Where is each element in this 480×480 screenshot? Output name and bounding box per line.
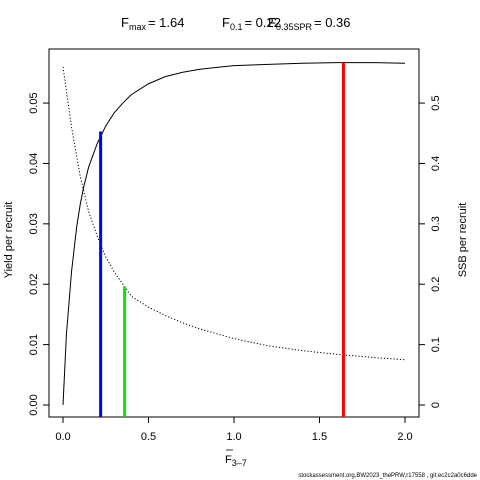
y-left-tick-label: 0.00 (28, 394, 40, 415)
x-axis-label: F3–7 (225, 449, 247, 468)
ssb-per-recruit-curve (62, 66, 406, 361)
title-fspr-sub: 0.35SPR (276, 22, 313, 32)
ylabel-left: Yield per recruit (3, 202, 15, 279)
title-fmax-value: = 1.64 (148, 15, 185, 30)
y-right-tick-label: 0.5 (430, 95, 442, 110)
y-right-tick-label: 0.1 (430, 337, 442, 352)
x-axis: 0.0 0.5 1.0 1.5 2.0 (55, 417, 413, 443)
y-left-tick-label: 0.02 (28, 274, 40, 295)
reference-lines-layer (99, 62, 345, 417)
title-f01-value: = 0.22 (244, 15, 281, 30)
x-tick-label: 0.0 (55, 431, 70, 443)
y-left-tick-label: 0.04 (28, 153, 40, 174)
title-f01-sub: 0.1 (230, 22, 243, 32)
x-tick-label: 1.0 (226, 431, 241, 443)
xlabel-sub: 3–7 (232, 458, 247, 468)
title-fspr-label: F (268, 15, 276, 30)
x-tick-label: 0.5 (141, 431, 156, 443)
y-left-tick-label: 0.01 (28, 334, 40, 355)
y-axis-right: 0 0.1 0.2 0.3 0.4 0.5 (419, 95, 442, 408)
y-left-tick-label: 0.03 (28, 213, 40, 234)
xlabel-text: F3–7 (225, 454, 247, 468)
yield-per-recruit-curve (62, 62, 406, 406)
title-f01-label: F (222, 15, 230, 30)
y-right-tick-label: 0.3 (430, 216, 442, 231)
title-fmax-sub: max (129, 22, 147, 32)
x-tick-label: 2.0 (397, 431, 412, 443)
xlabel-main: F (225, 454, 232, 466)
footer-text: stockassessment.org,BW2023_thePRW,r17558… (298, 473, 477, 479)
y-left-tick-label: 0.05 (28, 92, 40, 113)
title-fmax-label: F (121, 15, 129, 30)
x-tick-label: 1.5 (312, 431, 327, 443)
ylabel-right: SSB per recruit (457, 203, 469, 278)
title-fspr-value: = 0.36 (314, 15, 351, 30)
y-right-tick-label: 0.4 (430, 156, 442, 171)
plot-frame (48, 48, 420, 418)
y-right-tick-label: 0 (430, 402, 442, 408)
curves-layer (62, 62, 406, 406)
y-right-tick-label: 0.2 (430, 277, 442, 292)
chart-title: Fmax = 1.64 F0.1 = 0.22 F0.35SPR = 0.36 (121, 15, 351, 32)
y-axis-left: 0.00 0.01 0.02 0.03 0.04 0.05 (28, 92, 49, 416)
